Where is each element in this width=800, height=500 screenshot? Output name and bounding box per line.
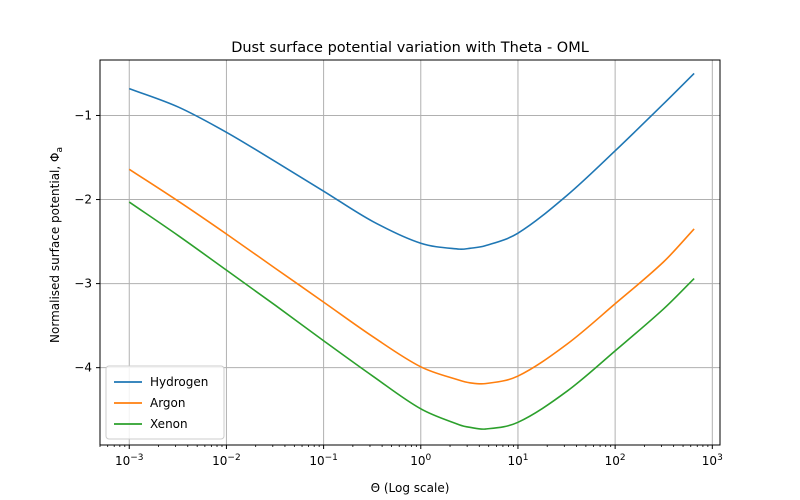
x-tick-label: 10−3 bbox=[115, 453, 144, 468]
legend: Hydrogen Argon Xenon bbox=[105, 365, 225, 440]
y-axis-label: Normalised surface potential, Φa bbox=[48, 147, 65, 343]
plot-frame bbox=[99, 59, 721, 446]
grid bbox=[100, 60, 720, 445]
legend-label-xenon: Xenon bbox=[150, 417, 188, 431]
x-tick-label: 10−1 bbox=[309, 453, 338, 468]
axis-ticks: 10−3 10−2 10−1 100 101 102 103 −1 −2 −3 −4 bbox=[74, 108, 723, 468]
series-line-argon bbox=[128, 168, 695, 385]
y-tick-label: −4 bbox=[74, 361, 92, 375]
chart-title: Dust surface potential variation with Th… bbox=[231, 40, 589, 56]
series-line-hydrogen bbox=[128, 72, 695, 251]
x-tick-label: 100 bbox=[410, 453, 431, 468]
x-axis-label: Θ (Log scale) bbox=[371, 481, 450, 495]
legend-label-argon: Argon bbox=[150, 396, 186, 410]
x-tick-label: 102 bbox=[605, 453, 626, 468]
series-line-xenon bbox=[128, 201, 695, 430]
series-lines bbox=[128, 72, 695, 430]
y-tick-label: −2 bbox=[74, 193, 92, 207]
legend-label-hydrogen: Hydrogen bbox=[150, 375, 208, 389]
y-axis-label-subscript: a bbox=[55, 147, 65, 153]
legend-box bbox=[105, 365, 225, 440]
y-axis-label-main: Normalised surface potential, Φ bbox=[48, 153, 62, 343]
y-tick-label: −1 bbox=[74, 108, 92, 122]
x-tick-label: 101 bbox=[507, 453, 528, 468]
y-tick-label: −3 bbox=[74, 277, 92, 291]
x-tick-label: 103 bbox=[702, 453, 723, 468]
x-tick-label: 10−2 bbox=[212, 453, 241, 468]
